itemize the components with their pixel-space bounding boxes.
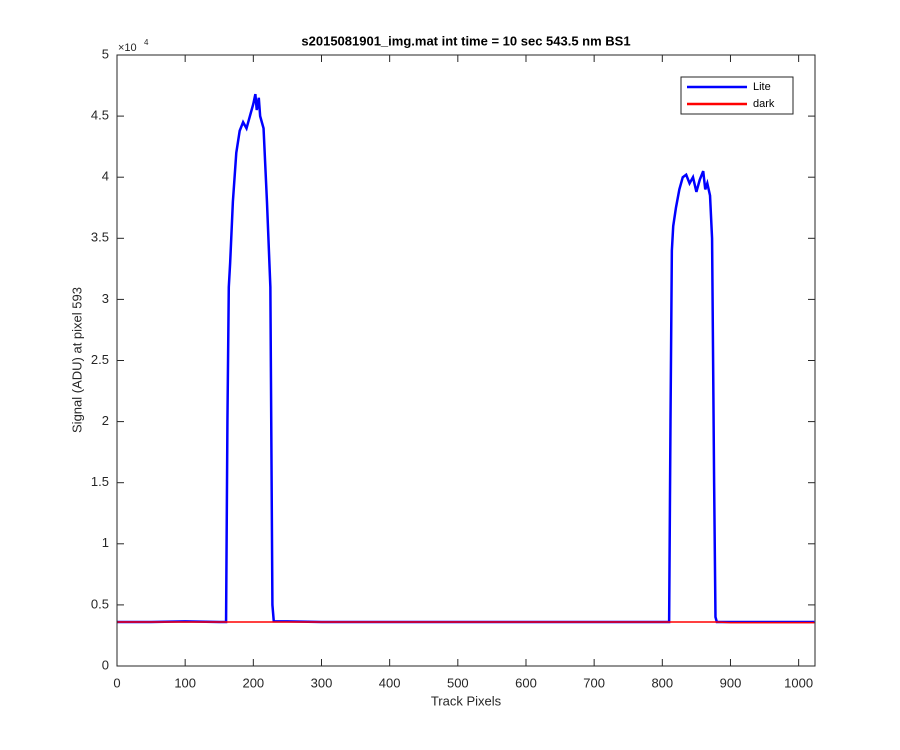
y-multiplier: ×10 <box>118 42 137 54</box>
x-tick-label: 500 <box>447 675 469 690</box>
y-tick-label: 2.5 <box>91 352 109 367</box>
legend-box <box>680 76 794 115</box>
x-tick-label: 100 <box>174 675 196 690</box>
y-tick-label: 1.5 <box>91 474 109 489</box>
x-tick-label: 200 <box>242 675 264 690</box>
y-multiplier-exponent: 4 <box>144 38 149 47</box>
x-tick-label: 0 <box>113 675 120 690</box>
chart-title: s2015081901_img.mat int time = 10 sec 54… <box>301 33 630 48</box>
x-tick-label: 600 <box>515 675 537 690</box>
y-tick-label: 4 <box>102 169 109 184</box>
y-axis-label: Signal (ADU) at pixel 593 <box>69 287 84 433</box>
x-tick-label: 400 <box>379 675 401 690</box>
legend-label: dark <box>753 98 775 110</box>
y-tick-label: 4.5 <box>91 108 109 123</box>
y-tick-label: 0 <box>102 657 109 672</box>
y-tick-label: 0.5 <box>91 596 109 611</box>
legend-label: Lite <box>753 81 771 93</box>
x-tick-label: 300 <box>311 675 333 690</box>
x-tick-label: 1000 <box>784 675 813 690</box>
x-tick-label: 900 <box>720 675 742 690</box>
x-axis-label: Track Pixels <box>431 693 502 708</box>
y-tick-label: 5 <box>102 46 109 61</box>
y-tick-label: 2 <box>102 413 109 428</box>
x-tick-label: 700 <box>583 675 605 690</box>
x-tick-label: 800 <box>651 675 673 690</box>
y-tick-label: 3 <box>102 291 109 306</box>
y-tick-label: 3.5 <box>91 230 109 245</box>
series-line <box>117 621 815 624</box>
y-tick-label: 1 <box>102 535 109 550</box>
axes-box <box>116 54 816 667</box>
